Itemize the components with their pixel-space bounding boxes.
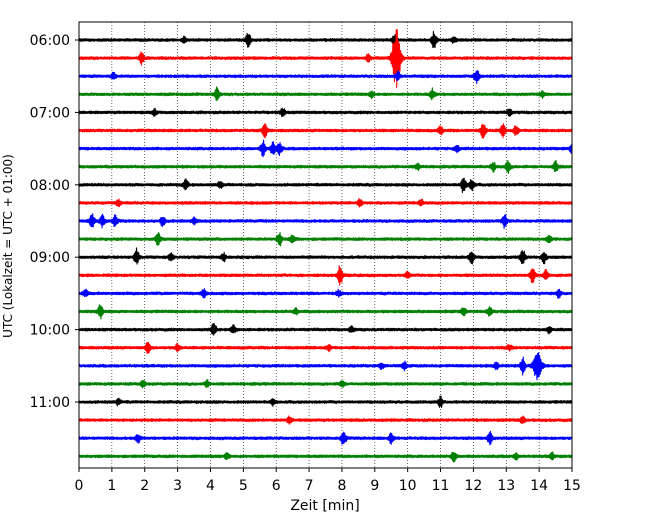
x-axis-ticks: 0 1 2 3 4 5 6 7 8 9 10 11 12 13 14 15 — [75, 468, 581, 494]
trace-0745 — [78, 159, 573, 174]
trace-1045 — [78, 379, 573, 389]
x-tick-label-14: 14 — [530, 478, 548, 494]
trace-0845 — [78, 231, 573, 247]
x-tick-label-12: 12 — [464, 478, 482, 494]
x-tick-label-2: 2 — [140, 478, 149, 494]
y-tick-label-5: 11:00 — [30, 395, 70, 411]
trace-1015 — [78, 341, 573, 354]
trace-0900 — [78, 247, 573, 265]
x-tick-label-0: 0 — [75, 478, 84, 494]
trace-0800 — [78, 177, 573, 193]
x-tick-label-9: 9 — [370, 478, 379, 494]
trace-0830 — [78, 213, 573, 230]
x-tick-label-11: 11 — [432, 478, 450, 494]
trace-0630 — [78, 70, 573, 85]
x-tick-label-5: 5 — [239, 478, 248, 494]
x-axis-label: Zeit [min] — [290, 498, 359, 514]
x-tick-label-10: 10 — [399, 478, 417, 494]
trace-0615 — [78, 29, 573, 89]
trace-0645 — [78, 86, 573, 102]
seismic-traces — [78, 29, 573, 463]
y-tick-label-4: 10:00 — [30, 323, 70, 339]
y-tick-label-0: 06:00 — [30, 33, 70, 49]
x-tick-label-4: 4 — [206, 478, 215, 494]
x-tick-label-3: 3 — [173, 478, 182, 494]
trace-1000 — [78, 322, 573, 336]
trace-0945 — [78, 304, 573, 320]
x-tick-label-6: 6 — [272, 478, 281, 494]
trace-0700 — [78, 107, 573, 118]
x-tick-label-1: 1 — [107, 478, 116, 494]
trace-1030 — [78, 352, 573, 381]
trace-0730 — [78, 139, 573, 158]
trace-1115 — [78, 415, 573, 425]
trace-1100 — [78, 395, 573, 408]
trace-0815 — [78, 197, 573, 208]
x-tick-label-7: 7 — [305, 478, 314, 494]
y-tick-label-1: 07:00 — [30, 105, 70, 121]
plot-frame — [78, 21, 573, 469]
y-tick-label-2: 08:00 — [30, 178, 70, 194]
y-axis-ticks: 06:00 07:00 08:00 09:00 10:00 11:00 — [30, 33, 79, 411]
x-tick-label-15: 15 — [563, 478, 581, 494]
trace-1130 — [78, 430, 573, 446]
trace-0930 — [78, 288, 573, 299]
trace-0600 — [78, 30, 573, 49]
trace-0915 — [78, 265, 573, 286]
trace-1145 — [78, 451, 573, 463]
x-tick-label-13: 13 — [497, 478, 515, 494]
y-axis-label: UTC (Lokalzeit = UTC + 01:00) — [1, 154, 15, 338]
y-tick-label-3: 09:00 — [30, 250, 70, 266]
vertical-grid — [111, 22, 540, 468]
trace-0715 — [78, 123, 573, 139]
x-tick-label-8: 8 — [337, 478, 346, 494]
